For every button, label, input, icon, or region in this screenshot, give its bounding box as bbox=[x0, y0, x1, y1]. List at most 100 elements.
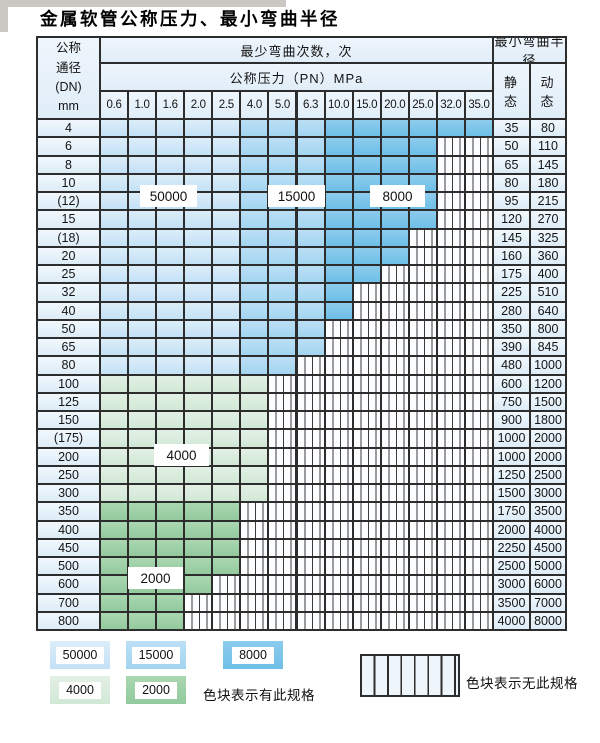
spec-cell bbox=[269, 266, 296, 283]
no-spec-cell bbox=[297, 375, 324, 392]
no-spec-cell bbox=[409, 521, 436, 538]
dynamic-value-cell: 2500 bbox=[531, 466, 565, 483]
spec-cell bbox=[325, 193, 352, 210]
no-spec-cell bbox=[269, 375, 296, 392]
no-spec-cell bbox=[409, 448, 436, 465]
no-spec-cell bbox=[465, 302, 492, 319]
dn-cell: 300 bbox=[38, 485, 99, 502]
no-spec-cell bbox=[269, 485, 296, 502]
spec-cell bbox=[157, 612, 184, 629]
dn-cell: 50 bbox=[38, 320, 99, 337]
no-spec-cell bbox=[353, 576, 380, 593]
dn-cell: 250 bbox=[38, 466, 99, 483]
spec-cell bbox=[157, 284, 184, 301]
no-spec-cell bbox=[241, 558, 268, 575]
spec-cell bbox=[241, 211, 268, 228]
no-spec-cell bbox=[185, 594, 212, 611]
pn-tick: 1.0 bbox=[129, 92, 156, 118]
dynamic-value-cell: 215 bbox=[531, 193, 565, 210]
no-spec-cell bbox=[325, 357, 352, 374]
spec-cell bbox=[129, 247, 156, 264]
no-spec-cell bbox=[437, 357, 464, 374]
spec-cell bbox=[129, 302, 156, 319]
spec-cell bbox=[157, 594, 184, 611]
spec-cell bbox=[129, 375, 156, 392]
no-spec-cell bbox=[269, 558, 296, 575]
no-spec-cell bbox=[437, 412, 464, 429]
spec-cell bbox=[101, 138, 128, 155]
no-spec-cell bbox=[325, 576, 352, 593]
spec-cell bbox=[157, 320, 184, 337]
no-spec-cell bbox=[213, 576, 240, 593]
spec-cell bbox=[129, 612, 156, 629]
spec-cell bbox=[213, 393, 240, 410]
no-spec-cell bbox=[409, 466, 436, 483]
no-spec-cell bbox=[381, 612, 408, 629]
no-spec-cell bbox=[465, 558, 492, 575]
no-spec-cell bbox=[437, 448, 464, 465]
spec-cell bbox=[325, 211, 352, 228]
static-value-cell: 4000 bbox=[494, 612, 529, 629]
no-spec-cell bbox=[465, 266, 492, 283]
no-spec-cell bbox=[381, 266, 408, 283]
no-spec-cell bbox=[409, 503, 436, 520]
spec-cell bbox=[101, 576, 128, 593]
spec-cell bbox=[157, 339, 184, 356]
static-value-cell: 145 bbox=[494, 229, 529, 246]
dynamic-value-cell: 110 bbox=[531, 138, 565, 155]
spec-cell bbox=[129, 266, 156, 283]
no-spec-cell bbox=[269, 612, 296, 629]
spec-cell bbox=[157, 466, 184, 483]
dn-cell: 65 bbox=[38, 339, 99, 356]
legend-swatch-label: 50000 bbox=[55, 646, 105, 664]
dn-cell: 150 bbox=[38, 412, 99, 429]
no-spec-cell bbox=[437, 193, 464, 210]
dynamic-column-header: 动 态 bbox=[531, 64, 565, 118]
no-spec-cell bbox=[325, 448, 352, 465]
spec-table: 公称 通径 (DN) mm 最少弯曲次数，次 最小弯曲半径 公称压力（PN）MPa 静 态动 … bbox=[36, 36, 567, 631]
no-spec-cell bbox=[437, 576, 464, 593]
no-spec-cell bbox=[437, 156, 464, 173]
spec-cell bbox=[269, 229, 296, 246]
dynamic-value-cell: 800 bbox=[531, 320, 565, 337]
spec-cell bbox=[297, 247, 324, 264]
spec-cell bbox=[129, 120, 156, 137]
spec-cell bbox=[129, 357, 156, 374]
dn-cell: 200 bbox=[38, 448, 99, 465]
spec-cell bbox=[101, 357, 128, 374]
spec-cell bbox=[213, 448, 240, 465]
no-spec-cell bbox=[437, 612, 464, 629]
no-spec-cell bbox=[465, 339, 492, 356]
dynamic-value-cell: 180 bbox=[531, 174, 565, 191]
no-spec-cell bbox=[297, 412, 324, 429]
no-spec-cell bbox=[353, 375, 380, 392]
no-spec-cell bbox=[381, 412, 408, 429]
no-spec-cell bbox=[325, 466, 352, 483]
dn-cell: 500 bbox=[38, 558, 99, 575]
no-spec-cell bbox=[353, 485, 380, 502]
dn-cell: 10 bbox=[38, 174, 99, 191]
spec-cell bbox=[269, 284, 296, 301]
spec-cell bbox=[409, 156, 436, 173]
no-spec-cell bbox=[465, 485, 492, 502]
spec-cell bbox=[185, 211, 212, 228]
dn-header-line: 公称 bbox=[55, 41, 81, 56]
spec-cell bbox=[213, 521, 240, 538]
no-spec-cell bbox=[381, 466, 408, 483]
no-spec-cell bbox=[297, 576, 324, 593]
no-spec-cell bbox=[437, 594, 464, 611]
no-spec-cell bbox=[437, 539, 464, 556]
spec-cell bbox=[157, 393, 184, 410]
no-spec-cell bbox=[409, 558, 436, 575]
static-value-cell: 1250 bbox=[494, 466, 529, 483]
spec-cell bbox=[129, 211, 156, 228]
spec-cell bbox=[185, 266, 212, 283]
no-spec-cell bbox=[381, 594, 408, 611]
no-spec-cell bbox=[409, 266, 436, 283]
spec-cell bbox=[185, 247, 212, 264]
static-value-cell: 120 bbox=[494, 211, 529, 228]
spec-cell bbox=[157, 138, 184, 155]
no-spec-cell bbox=[465, 594, 492, 611]
no-spec-cell bbox=[353, 503, 380, 520]
spec-cell bbox=[129, 466, 156, 483]
